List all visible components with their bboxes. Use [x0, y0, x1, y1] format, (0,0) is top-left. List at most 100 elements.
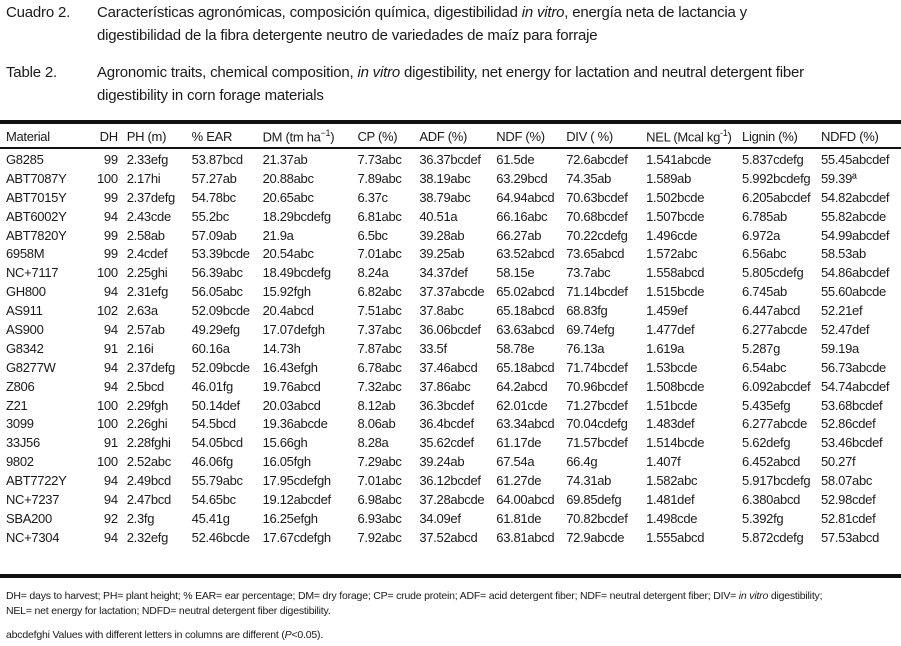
unit-superscript: −1 — [320, 127, 331, 138]
table-cell: 1.51bcde — [646, 397, 698, 413]
table-cell: 7.37abc — [357, 321, 402, 337]
header-paren: ) — [330, 129, 335, 145]
table-cell: 94 — [103, 473, 118, 489]
table-cell: 18.29bcdefg — [262, 208, 332, 224]
table-cell: 15.92fgh — [262, 284, 312, 300]
table-cell: 8.28a — [357, 435, 389, 451]
table-cell: 1.459ef — [646, 303, 688, 319]
table-cell: 7.01abc — [357, 246, 402, 262]
table-row: NC+7304 94 2.32efg 52.46bcde 17.67cdefgh 7.92… — [0, 528, 901, 547]
table-cell: 54.65bc — [191, 491, 236, 507]
table-cell: 34.37def — [419, 265, 468, 281]
table-cell: 59.19a — [820, 340, 859, 356]
caption-label: Table 2. — [6, 64, 57, 81]
table-cell: 71.57bcdef — [566, 435, 628, 451]
spacer — [118, 301, 127, 320]
table-cell: 7.92abc — [357, 529, 402, 545]
table-cell: 7.73abc — [357, 151, 402, 167]
table-cell: 2.63a — [126, 303, 158, 319]
table-cell: 8.12ab — [357, 397, 396, 413]
table-cell: 66.16abc — [496, 208, 548, 224]
table-cell: 64.00abcd — [496, 491, 555, 507]
table-cell: 56.73abcde — [820, 359, 886, 375]
table-cell: 1.589ab — [646, 170, 692, 186]
table-cell: 38.79abc — [419, 189, 471, 205]
table-row: Z806 94 2.5bcd 46.01fg 19.76abcd 7.32abc 37.86… — [0, 377, 901, 396]
table-cell: 94 — [103, 321, 118, 337]
table-cell: 54.78bc — [191, 189, 236, 205]
material-cell: Z21 — [5, 397, 28, 413]
table-cell: 53.46bcdef — [820, 435, 883, 451]
table-cell: 63.63abcd — [496, 321, 555, 337]
table-cell: 57.09ab — [191, 227, 237, 243]
table-row: 33J56 91 2.28fghi 54.05bcd 15.66gh 8.28a 35.62… — [0, 433, 901, 452]
table-cell: 99 — [103, 246, 118, 262]
table-cell: 100 — [97, 265, 118, 281]
table-cell: 71.74bcdef — [566, 359, 628, 375]
column-header: DM (tm ha−1) — [262, 127, 335, 145]
table-cell: 1.407f — [646, 454, 681, 470]
table-cell: 54.5bcd — [191, 416, 236, 432]
table-cell: 61.17de — [496, 435, 542, 451]
table-row: G8277W 94 2.37defg 52.09bcde 16.43efgh 6.78ab… — [0, 358, 901, 377]
table-cell: 102 — [97, 303, 118, 319]
caption-text: Agronomic traits, chemical composition, — [97, 64, 358, 81]
caption-text: Características agronómicas, composición… — [97, 4, 522, 21]
table-cell: 53.68bcdef — [820, 397, 883, 413]
table-cell: 69.85defg — [566, 491, 622, 507]
table-cell: 2.16i — [126, 340, 154, 356]
material-cell: AS911 — [5, 303, 43, 319]
table-cell: 6.37c — [357, 189, 388, 205]
table-cell: 7.29abc — [357, 454, 402, 470]
table-row: SBA200 92 2.3fg 45.41g 16.25efgh 6.93abc 34.09… — [0, 509, 901, 528]
spacer — [118, 125, 127, 147]
table-cell: 5.837cdefg — [742, 151, 804, 167]
table-cell: 1.515bcde — [646, 284, 705, 300]
table-cell: 15.66gh — [262, 435, 308, 451]
spacer — [118, 320, 127, 339]
table-cell: 6.447abcd — [742, 303, 801, 319]
caption-english: Table 2. Agronomic traits, chemical compo… — [6, 61, 804, 107]
table-cell: 52.81cdef — [820, 510, 876, 526]
table-cell: 36.4bcdef — [419, 416, 474, 432]
table-cell: 92 — [103, 510, 118, 526]
table-cell: 55.82abcde — [820, 208, 886, 224]
caption-text: digestibility in corn forage materials — [97, 87, 324, 104]
table-cell: 1.514bcde — [646, 435, 705, 451]
table-cell: 94 — [103, 529, 118, 545]
table-cell: 5.435efg — [742, 397, 791, 413]
table-cell: 54.74abcdef — [820, 378, 890, 394]
table-cell: 39.24ab — [419, 454, 465, 470]
table-cell: 52.09bcde — [191, 359, 250, 375]
table-cell: 7.87abc — [357, 340, 402, 356]
table-cell: 1.619a — [646, 340, 685, 356]
material-cell: 6958M — [5, 246, 45, 262]
table-cell: 73.7abc — [566, 265, 611, 281]
table-cell: 1.502bcde — [646, 189, 705, 205]
table-cell: 33.5f — [419, 340, 447, 356]
table-cell: 36.37bcdef — [419, 151, 481, 167]
table-top-rule — [0, 120, 901, 124]
table-cell: 6.785ab — [742, 208, 787, 224]
table-cell: 5.392fg — [742, 510, 784, 526]
table-cell: 63.81abcd — [496, 529, 555, 545]
table-cell: 94 — [103, 491, 118, 507]
table-cell: 56.05abc — [191, 284, 243, 300]
table-row: AS900 94 2.57ab 49.29efg 17.07defgh 7.37abc 36… — [0, 320, 901, 339]
table-cell: 7.89abc — [357, 170, 402, 186]
table-header-rule — [0, 147, 901, 149]
table-cell: 69.74efg — [566, 321, 615, 337]
table-cell: 59.39ª — [820, 170, 857, 186]
table-cell: 39.28ab — [419, 227, 465, 243]
table-cell: 6.092abcdef — [742, 378, 811, 394]
table-cell: 70.63bcdef — [566, 189, 628, 205]
table-cell: 2.52abc — [126, 454, 171, 470]
table-cell: 37.52abcd — [419, 529, 478, 545]
table-cell: 2.37defg — [126, 189, 176, 205]
footnote-text: digestibility; — [768, 590, 823, 602]
column-header: % EAR — [191, 128, 233, 144]
table-cell: 5.992bcdefg — [742, 170, 811, 186]
spacer — [118, 207, 127, 226]
table-cell: 52.98cdef — [820, 491, 876, 507]
spacer — [118, 147, 127, 169]
